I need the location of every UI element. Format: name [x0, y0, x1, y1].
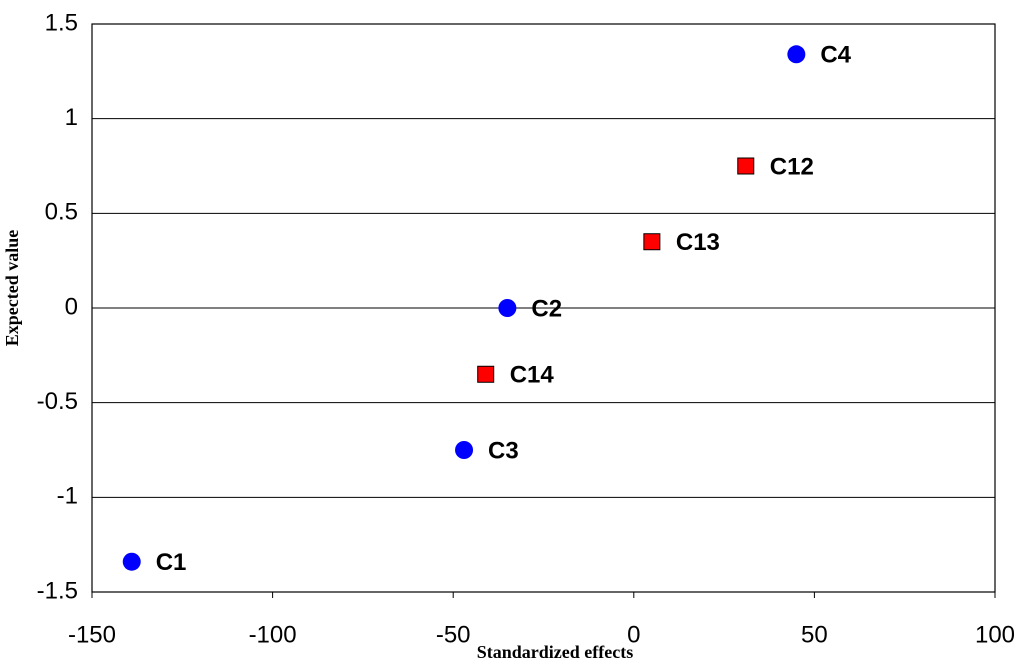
y-axis-title: Expected value	[2, 230, 22, 347]
y-tick-label: -1	[57, 483, 78, 510]
point-label: C3	[488, 437, 519, 464]
y-tick-label: 0.5	[45, 199, 78, 226]
x-tick-label: -50	[436, 621, 471, 648]
point	[122, 552, 141, 571]
point	[643, 233, 661, 251]
point-label: C2	[531, 295, 562, 322]
x-axis-title: Standardized effects	[477, 642, 633, 662]
point	[455, 441, 474, 459]
point-label: C13	[676, 229, 720, 256]
x-tick-label: 0	[627, 621, 640, 648]
point-label: C4	[820, 42, 851, 69]
y-tick-label: 0	[65, 293, 78, 320]
point-label: C1	[156, 549, 187, 576]
y-tick-label: 1.5	[45, 9, 78, 36]
x-tick-label: -100	[249, 621, 297, 648]
point	[498, 299, 517, 317]
x-tick-label: -150	[68, 621, 116, 648]
x-tick-label: 50	[801, 621, 828, 648]
point	[787, 45, 806, 64]
point-label: C12	[770, 153, 814, 180]
y-tick-label: -0.5	[37, 388, 78, 415]
y-tick-label: -1.5	[37, 577, 78, 604]
point	[737, 157, 755, 175]
x-tick-label: 100	[975, 621, 1015, 648]
point	[477, 365, 495, 383]
plot-frame	[91, 23, 996, 593]
point-label: C14	[510, 362, 555, 389]
y-tick-label: 1	[65, 104, 78, 131]
